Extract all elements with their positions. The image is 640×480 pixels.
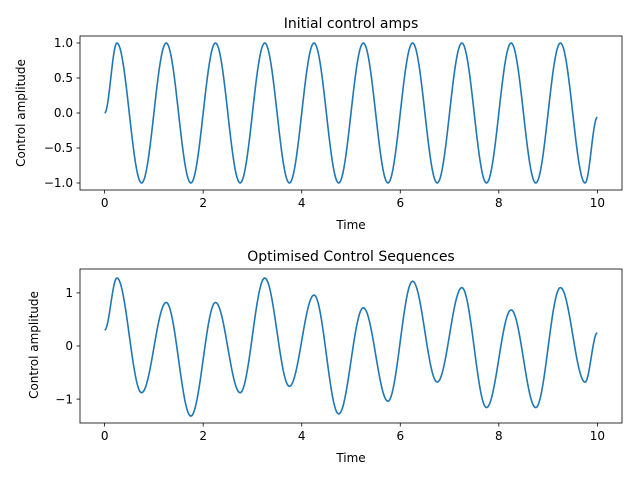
x-tick-label: 2 (199, 429, 207, 443)
x-tick-label: 8 (495, 196, 503, 210)
y-tick-label: −0.5 (44, 141, 73, 155)
y-tick-label: 0.5 (54, 71, 73, 85)
x-tick-label: 4 (298, 429, 306, 443)
x-tick-label: 4 (298, 196, 306, 210)
x-tick-label: 8 (495, 429, 503, 443)
axes-frame (79, 268, 623, 424)
plot-area: 0 2 4 6 8 10 1.0 0.5 0.0 −0.5 −1.0 (44, 35, 623, 210)
y-tick-label: 0.0 (54, 106, 73, 120)
x-tick-label: 10 (590, 196, 605, 210)
series-line-0 (104, 277, 598, 417)
y-tick-label: −1.0 (44, 176, 73, 190)
y-tick-label: 1.0 (54, 36, 73, 50)
chart-title: Initial control amps (284, 16, 419, 32)
y-tick-label: 0 (65, 339, 73, 353)
x-tick-label: 10 (590, 429, 605, 443)
x-axis-label: Time (335, 218, 365, 232)
x-axis-label: Time (335, 451, 365, 465)
y-tick-label: 1 (65, 286, 73, 300)
y-tick-label: −1 (55, 392, 73, 406)
y-axis-label: Control amplitude (14, 59, 28, 167)
chart-initial-control-amps: Initial control amps 0 2 4 6 8 10 1.0 0.5 0.0 −0.… (14, 16, 623, 232)
x-tick-label: 0 (101, 429, 109, 443)
x-tick-label: 6 (396, 429, 404, 443)
y-axis-label: Control amplitude (27, 291, 41, 399)
x-tick-label: 2 (199, 196, 207, 210)
series-line-0 (104, 42, 598, 184)
x-tick-label: 6 (396, 196, 404, 210)
chart-title: Optimised Control Sequences (247, 249, 454, 265)
x-tick-label: 0 (101, 196, 109, 210)
chart-optimised-control-sequences: Optimised Control Sequences 0 2 4 6 8 1010−1 … (27, 249, 623, 465)
